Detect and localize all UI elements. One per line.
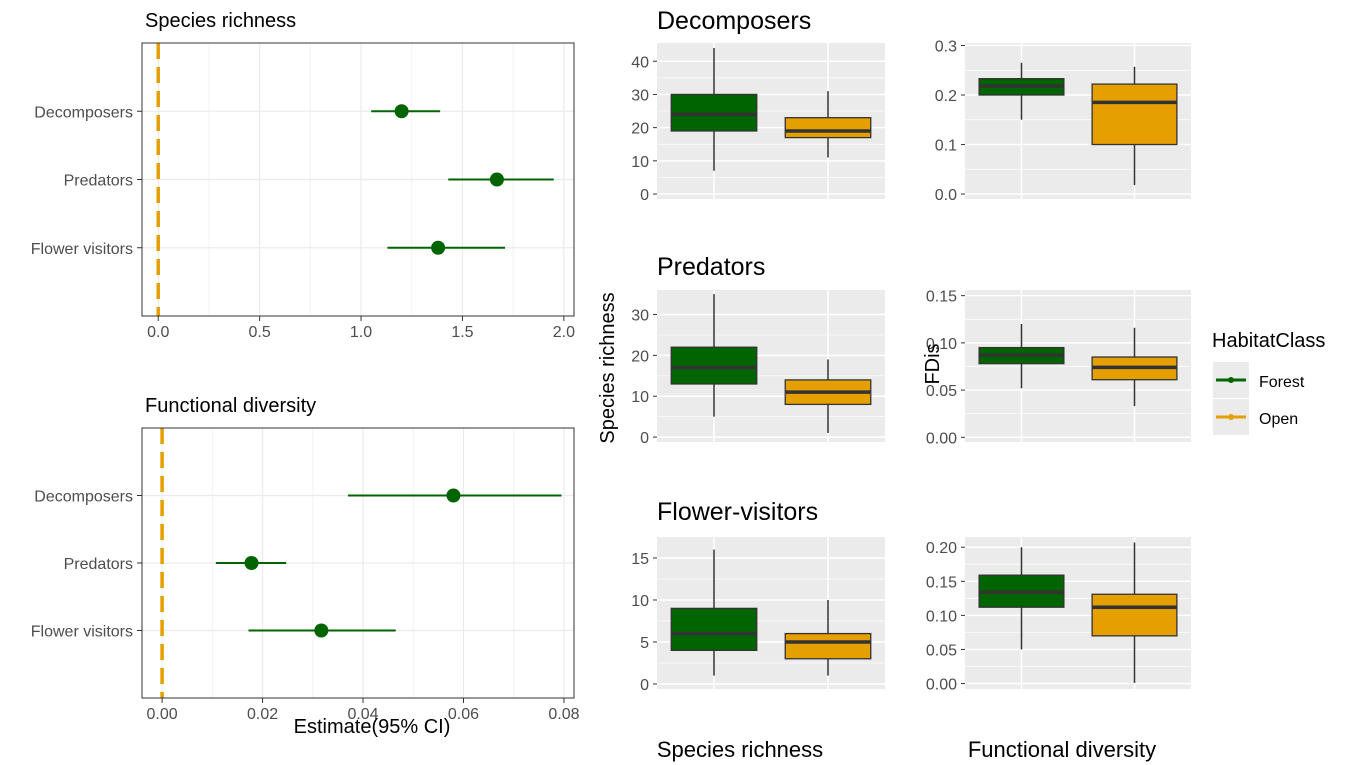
estimate-panel-functional-diversity-point-predators	[244, 556, 259, 570]
box-panel-1-decomposers-tick-label-y: 0	[640, 187, 649, 204]
estimate-panel-functional-diversity-point-flower-visitors	[314, 623, 329, 638]
boxplot-panels: Decomposers 0 10 20 30 40 0.0 0.1 0.2 0.3 Predator…	[631, 7, 1191, 694]
estimate-panel-species-richness-tick-label-x: 1.0	[350, 324, 372, 341]
estimate-panel-species-richness-category-label-predators: Predators	[64, 173, 133, 190]
box-panel-6-tick-label-y: 0.20	[926, 540, 957, 557]
box-panel-1-decomposers-title: Decomposers	[657, 7, 811, 35]
estimate-panel-species-richness-tick-label-x: 1.5	[451, 324, 473, 341]
estimate-panel-functional-diversity-title: Functional diversity	[145, 395, 316, 417]
box-panel-6-tick-label-y: 0.10	[926, 608, 957, 625]
box-panel-1-decomposers: Decomposers 0 10 20 30 40	[631, 7, 885, 204]
legend-label-forest: Forest	[1259, 374, 1305, 391]
legend-title: HabitatClass	[1212, 330, 1325, 352]
estimate-panel-species-richness-category-label-flower-visitors: Flower visitors	[31, 241, 133, 258]
box-panel-3-predators-tick-label-y: 30	[631, 308, 649, 325]
estimate-panel-species-richness-tick-label-x: 2.0	[553, 324, 575, 341]
boxplot-y-label-species-richness: Species richness	[597, 292, 619, 443]
forest-estimate-panels: Species richness 0.0 0.5 1.0 1.5 2.0 Decompose…	[31, 10, 580, 723]
box-panel-6-box-open	[1091, 593, 1178, 637]
box-panel-2-tick-label-y: 0.2	[935, 88, 957, 105]
box-panel-1-decomposers-tick-label-y: 20	[631, 121, 649, 138]
estimate-panel-species-richness-border	[141, 42, 575, 317]
box-panel-3-predators-title: Predators	[657, 253, 765, 281]
box-panel-4-tick-label-y: 0.00	[926, 430, 957, 447]
box-panel-5-flower-visitors-box-forest	[670, 607, 758, 652]
legend-key-point-open	[1228, 414, 1234, 420]
box-panel-3-predators-tick-label-y: 0	[640, 430, 649, 447]
box-panel-6-tick-label-y: 0.05	[926, 642, 957, 659]
box-panel-6: 0.00 0.05 0.10 0.15 0.20	[926, 537, 1191, 694]
estimate-panel-species-richness-tick-label-x: 0.0	[147, 324, 169, 341]
box-panel-4-tick-label-y: 0.05	[926, 383, 957, 400]
estimate-panel-species-richness-title: Species richness	[145, 10, 296, 32]
box-panel-1-decomposers-box-open	[784, 117, 872, 139]
box-panel-5-flower-visitors-tick-label-y: 10	[631, 593, 649, 610]
estimate-panel-functional-diversity-tick-label-x: 0.02	[247, 706, 278, 723]
box-panel-2-tick-label-y: 0.0	[935, 187, 957, 204]
box-panel-1-decomposers-tick-label-y: 30	[631, 87, 649, 104]
estimate-panel-species-richness-point-flower-visitors	[431, 240, 446, 255]
box-panel-4: 0.00 0.05 0.10 0.15	[926, 289, 1191, 447]
estimate-panel-functional-diversity-category-label-flower-visitors: Flower visitors	[31, 624, 133, 641]
legend-item-open: Open	[1213, 399, 1298, 435]
estimate-panel-species-richness-point-decomposers	[394, 104, 409, 119]
estimate-panel-species-richness-tick-label-x: 0.5	[249, 324, 271, 341]
estimate-panel-functional-diversity-border	[141, 427, 575, 699]
estimate-panel-functional-diversity-tick-label-x: 0.08	[548, 706, 579, 723]
box-panel-2-tick-label-y: 0.1	[935, 138, 957, 155]
box-panel-3-predators-tick-label-y: 10	[631, 389, 649, 406]
estimate-panel-functional-diversity-point-decomposers	[446, 488, 461, 503]
box-panel-6-tick-label-y: 0.00	[926, 677, 957, 694]
legend-label-open: Open	[1259, 411, 1298, 428]
estimate-panel-functional-diversity-category-label-decomposers: Decomposers	[34, 489, 133, 506]
box-panel-5-flower-visitors-box-open	[784, 632, 872, 660]
estimate-panel-species-richness-point-predators	[489, 172, 504, 187]
box-panel-2: 0.0 0.1 0.2 0.3	[935, 38, 1191, 204]
box-panel-3-predators: Predators 0 10 20 30	[631, 253, 885, 447]
box-panel-1-decomposers-tick-label-y: 10	[631, 154, 649, 171]
box-panel-5-flower-visitors: Flower-visitors 0 5 10 15	[631, 498, 885, 694]
box-panel-5-flower-visitors-title: Flower-visitors	[657, 498, 818, 526]
estimate-panel-functional-diversity-tick-label-x: 0.00	[147, 706, 178, 723]
box-panel-6-tick-label-y: 0.15	[926, 574, 957, 591]
legend-key-point-forest	[1228, 377, 1234, 383]
estimate-panel-functional-diversity: Functional diversity 0.00 0.02 0.04 0.06 0.08…	[31, 395, 580, 723]
box-panel-1-decomposers-tick-label-y: 40	[631, 54, 649, 71]
box-panel-4-tick-label-y: 0.10	[926, 336, 957, 353]
box-panel-5-flower-visitors-tick-label-y: 15	[631, 551, 649, 568]
estimate-panel-species-richness-category-label-decomposers: Decomposers	[34, 104, 133, 121]
box-panel-5-flower-visitors-tick-label-y: 0	[640, 677, 649, 694]
estimate-panel-functional-diversity-tick-label-x: 0.06	[448, 706, 479, 723]
box-panel-4-tick-label-y: 0.15	[926, 289, 957, 306]
box-panel-5-flower-visitors-tick-label-y: 5	[640, 635, 649, 652]
box-panel-2-box-open	[1091, 83, 1178, 146]
legend-item-forest: Forest	[1213, 362, 1305, 398]
estimate-panel-species-richness: Species richness 0.0 0.5 1.0 1.5 2.0 Decompose…	[31, 10, 575, 341]
box-panel-2-tick-label-y: 0.3	[935, 38, 957, 55]
estimate-panel-functional-diversity-tick-label-x: 0.04	[347, 706, 378, 723]
figure-labels: Estimate(95% CI) Species richness Functi…	[294, 292, 1157, 762]
bottom-label-species-richness: Species richness	[657, 737, 823, 762]
estimate-panel-functional-diversity-category-label-predators: Predators	[64, 556, 133, 573]
bottom-label-functional-diversity: Functional diversity	[968, 737, 1156, 762]
boxplot-y-label-fdis: FDis	[922, 343, 944, 384]
box-panel-3-predators-box-forest	[670, 346, 758, 385]
estimate-axis-label: Estimate(95% CI)	[294, 716, 451, 738]
box-panel-3-predators-tick-label-y: 20	[631, 348, 649, 365]
legend: HabitatClass Forest Open	[1212, 330, 1325, 435]
